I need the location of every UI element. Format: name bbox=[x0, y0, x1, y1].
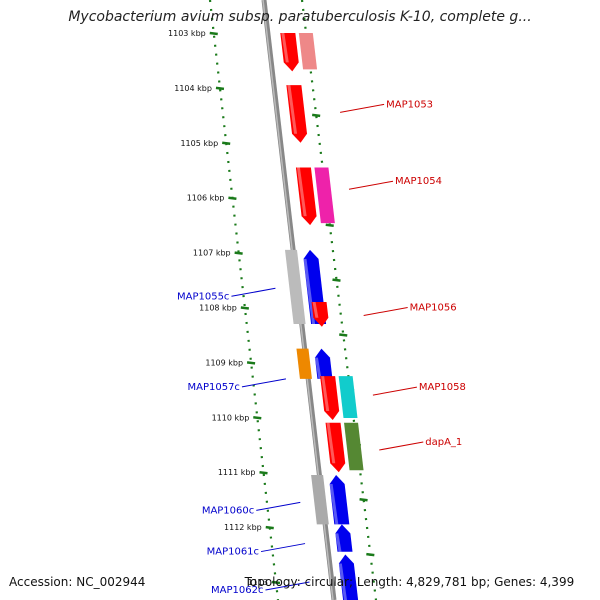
track-tick-left bbox=[265, 525, 274, 530]
gene-dapa-1-label: dapA_1 bbox=[425, 437, 462, 448]
track-left-dots bbox=[208, 0, 280, 600]
track-tick-left bbox=[234, 251, 243, 255]
kbp-tick-label: 1104 kbp bbox=[174, 84, 212, 93]
kbp-tick-label: 1111 kbp bbox=[218, 468, 256, 477]
gene-map1062c-arrow bbox=[338, 554, 359, 600]
gene-map1057c-arrow-shade bbox=[314, 357, 322, 379]
gene-map1053-feature bbox=[298, 33, 318, 70]
gene-map1054-feature bbox=[314, 167, 335, 224]
topology-text: Topology: circular; Length: 4,829,781 bp… bbox=[244, 575, 575, 589]
gene-map1056-label: MAP1056 bbox=[410, 303, 457, 314]
gene-map1057c-arrow bbox=[314, 348, 333, 379]
track-tick-right bbox=[339, 333, 348, 337]
gene-map1053-leader bbox=[340, 103, 385, 113]
gene-dapa-1-arrow bbox=[325, 422, 346, 473]
kbp-tick-label: 1103 kbp bbox=[168, 29, 206, 38]
accession-text: Accession: NC_002944 bbox=[9, 575, 146, 589]
gene-map1054-label: MAP1054 bbox=[395, 176, 442, 187]
gene-map1054-arrow bbox=[295, 167, 317, 226]
gene-map1058-arrow bbox=[320, 376, 340, 421]
gene-dapa-1-leader bbox=[379, 441, 424, 451]
track-tick-left bbox=[228, 196, 237, 200]
gene-map1062c-label: MAP1062c bbox=[211, 585, 263, 596]
kbp-tick-label: 1112 kbp bbox=[224, 523, 262, 532]
gene-map1062c-arrow-shade bbox=[338, 563, 347, 600]
gene-map1061c-arrow bbox=[335, 524, 353, 552]
gene-map1061c-leader bbox=[260, 543, 306, 553]
gene-map1053b-arrow-shade bbox=[287, 85, 298, 134]
kbp-tick-label: 1108 kbp bbox=[199, 304, 237, 313]
track-right-dots bbox=[300, 0, 378, 600]
gene-map1053-label: MAP1053 bbox=[386, 99, 433, 110]
gene-map1060c-feature bbox=[311, 474, 329, 525]
kbp-tick-label: 1109 kbp bbox=[205, 358, 243, 367]
track-tick-left bbox=[259, 470, 268, 475]
gene-map1054-leader bbox=[348, 180, 394, 190]
track-tick-right bbox=[359, 497, 368, 502]
track-tick-left bbox=[271, 580, 281, 585]
gene-map1058-leader bbox=[372, 386, 417, 396]
gene-map1062c-leader bbox=[265, 581, 310, 591]
gene-map1060c-leader bbox=[256, 501, 301, 511]
gene-map1055c-label: MAP1055c bbox=[177, 291, 229, 302]
gene-map1060c-arrow-shade bbox=[329, 483, 339, 525]
gene-map1055c-leader bbox=[231, 287, 276, 297]
track-tick-left bbox=[246, 361, 256, 365]
gene-dapa-1-arrow-shade bbox=[326, 422, 336, 464]
track-tick-left bbox=[209, 31, 218, 36]
gene-map1056-leader bbox=[363, 307, 408, 316]
gene-map1054-arrow-shade bbox=[296, 167, 307, 217]
track-tick-right bbox=[332, 278, 341, 282]
gene-map1056-arrow bbox=[311, 302, 329, 327]
gene-map1058-feature bbox=[338, 376, 358, 419]
gene-map1053b-arrow bbox=[286, 85, 308, 143]
gene-dapa-1-feature bbox=[344, 422, 364, 471]
footer-spacer bbox=[149, 575, 241, 589]
track-tick-right bbox=[366, 552, 375, 557]
gene-map1057c-feature bbox=[296, 348, 312, 379]
gene-map1058-arrow-shade bbox=[321, 376, 330, 412]
kbp-tick-label: 1113 bbox=[248, 578, 268, 587]
gene-map1060c-arrow bbox=[329, 474, 350, 525]
gene-map1055c-feature bbox=[284, 249, 306, 324]
gene-map1057c-leader bbox=[241, 378, 287, 388]
gene-map1061c-label: MAP1061c bbox=[207, 547, 259, 558]
track-tick-left bbox=[240, 306, 250, 310]
gene-map1055c-arrow-shade bbox=[303, 258, 316, 324]
kbp-tick-label: 1107 kbp bbox=[193, 249, 231, 258]
gene-map1060c-label: MAP1060c bbox=[202, 505, 254, 516]
track-tick-left bbox=[215, 86, 225, 91]
track-tick-left bbox=[253, 416, 262, 420]
gene-map1057c-label: MAP1057c bbox=[187, 382, 239, 393]
gene-map1056-arrow-shade bbox=[312, 302, 319, 318]
kbp-tick-label: 1110 kbp bbox=[212, 413, 250, 422]
track-tick-right bbox=[312, 113, 321, 118]
map-title: Mycobacterium avium subsp. paratuberculo… bbox=[68, 9, 532, 25]
map-footer: Accession: NC_002944 Topology: circular;… bbox=[9, 575, 574, 589]
track-tick-right bbox=[325, 223, 334, 227]
gene-map1061c-arrow-shade bbox=[335, 533, 342, 552]
gene-map1058-label: MAP1058 bbox=[419, 382, 466, 393]
track-tick-left bbox=[222, 141, 231, 146]
gene-map1053-arrow bbox=[280, 33, 299, 72]
kbp-tick-label: 1106 kbp bbox=[187, 194, 225, 203]
gene-map1053-arrow-shade bbox=[281, 33, 289, 63]
kbp-tick-label: 1105 kbp bbox=[180, 139, 218, 148]
